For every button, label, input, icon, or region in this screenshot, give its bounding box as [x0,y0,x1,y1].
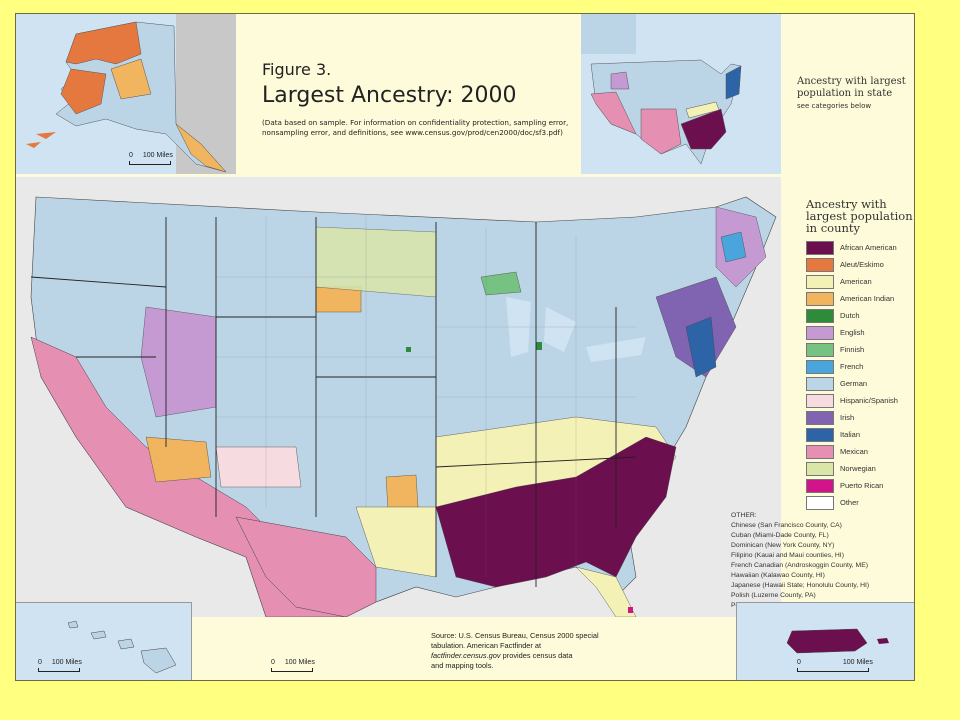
legend-item: American [806,273,914,290]
legend-label: Irish [840,413,855,422]
main-map [16,177,781,617]
other-item: Cuban (Miami-Dade County, FL) [731,532,829,539]
legend-label: Aleut/Eskimo [840,260,884,269]
figure-frame: 0 100 Miles Figure 3. Largest Ancestry: … [15,13,915,681]
state-inset-title: Ancestry with largest population in stat… [797,76,906,99]
legend-swatch [806,308,834,323]
alaska-scale: 0 100 Miles [129,152,173,165]
pr-scale-label: 100 Miles [842,659,873,666]
legend-label: Italian [840,430,861,439]
other-item: Filipino (Kauai and Maui counties, HI) [731,552,844,559]
other-item: Chinese (San Francisco County, CA) [731,522,842,529]
legend-item: Dutch [806,307,914,324]
legend-item: American Indian [806,290,914,307]
other-item: Polish (Luzerne County, PA) [731,592,816,599]
main-scale: 0 100 Miles [271,659,315,672]
state-inset [581,14,781,174]
legend-swatch [806,240,834,255]
other-items: Chinese (San Francisco County, CA) Cuban … [731,521,891,611]
legend-swatch [806,495,834,510]
figure-number: Figure 3. [262,60,332,79]
legend-label: Dutch [840,311,860,320]
hawaii-map [67,620,177,674]
source-line-1: Source: U.S. Census Bureau, Census 2000 … [431,631,599,640]
legend-item: African American [806,239,914,256]
legend-label: Hispanic/Spanish [840,396,898,405]
county-map [30,196,777,617]
source-note: Source: U.S. Census Bureau, Census 2000 … [431,631,656,671]
county-legend: Ancestry with largest population in coun… [806,197,914,511]
hawaii-scale-zero: 0 [38,659,42,666]
legend-label: English [840,328,865,337]
county-legend-items: African American Aleut/Eskimo American Amer… [806,239,914,511]
hawaii-scale: 0 100 Miles [38,659,82,672]
legend-item: Finnish [806,341,914,358]
legend-label: American [840,277,872,286]
legend-swatch [806,427,834,442]
hawaii-scale-label: 100 Miles [51,659,82,666]
legend-label: Finnish [840,345,865,354]
state-inset-legend: Ancestry with largest population in stat… [797,76,914,112]
legend-swatch [806,325,834,340]
legend-label: American Indian [840,294,895,303]
figure-note: (Data based on sample. For information o… [262,118,569,137]
legend-item: Puerto Rican [806,477,914,494]
legend-swatch [806,342,834,357]
other-item: French Canadian (Androskoggin County, ME… [731,562,869,569]
puerto-rico-map [786,628,889,654]
other-heading: OTHER: [731,512,757,519]
alaska-scale-label: 100 Miles [142,152,173,159]
legend-item: English [806,324,914,341]
legend-swatch [806,359,834,374]
source-line-4: and mapping tools. [431,661,494,670]
alaska-map [26,14,236,174]
legend-item: French [806,358,914,375]
legend-label: Puerto Rican [840,481,884,490]
legend-label: Mexican [840,447,868,456]
legend-swatch [806,393,834,408]
alaska-scale-zero: 0 [129,152,133,159]
legend-label: French [840,362,864,371]
legend-item: Italian [806,426,914,443]
legend-swatch [806,376,834,391]
alaska-inset: 0 100 Miles [16,14,236,174]
legend-swatch [806,291,834,306]
hawaii-inset: 0 100 Miles [16,602,192,680]
main-scale-label: 100 Miles [284,659,315,666]
other-item: Japanese (Hawaii State; Honolulu County,… [731,582,870,589]
state-map [581,14,742,174]
legend-item: Other [806,494,914,511]
legend-swatch [806,478,834,493]
figure-header: Figure 3. Largest Ancestry: 2000 (Data b… [262,60,582,138]
other-item: Hawaiian (Kalawao County, HI) [731,572,825,579]
legend-label: Other [840,498,859,507]
legend-item: German [806,375,914,392]
legend-item: Irish [806,409,914,426]
legend-item: Norwegian [806,460,914,477]
state-inset-subtitle: see categories below [797,102,872,110]
legend-swatch [806,257,834,272]
source-line-2: tabulation. American Factfinder at [431,641,542,650]
source-line-3: provides census data [500,651,573,660]
legend-swatch [806,274,834,289]
source-link[interactable]: factfinder.census.gov [431,651,501,660]
legend-swatch [806,444,834,459]
figure-title: Largest Ancestry: 2000 [262,83,517,108]
legend-item: Aleut/Eskimo [806,256,914,273]
legend-item: Hispanic/Spanish [806,392,914,409]
pr-scale: 0 100 Miles [797,659,873,672]
legend-label: African American [840,243,897,252]
pr-scale-zero: 0 [797,659,801,666]
legend-item: Mexican [806,443,914,460]
legend-swatch [806,410,834,425]
other-list: OTHER: Chinese (San Francisco County, CA… [731,511,891,611]
legend-swatch [806,461,834,476]
puerto-rico-inset: 0 100 Miles [736,602,914,680]
legend-label: German [840,379,868,388]
main-scale-zero: 0 [271,659,275,666]
county-legend-title: Ancestry with largest population in coun… [806,197,913,235]
legend-label: Norwegian [840,464,876,473]
other-item: Dominican (New York County, NY) [731,542,835,549]
